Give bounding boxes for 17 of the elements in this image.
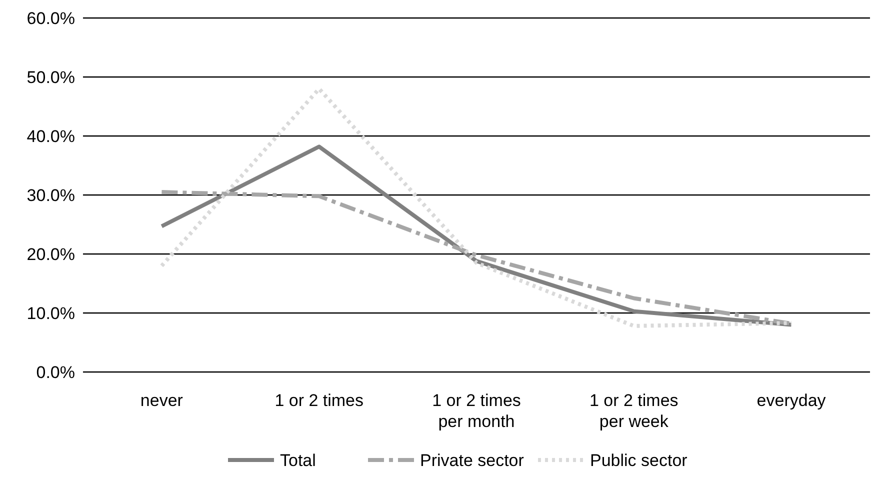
y-tick-label: 0.0% [36,362,75,382]
x-tick-label: everyday [756,391,826,410]
x-tick-label: never [140,391,184,410]
x-tick-label: 1 or 2 times [274,391,364,410]
y-tick-label: 20.0% [26,244,75,264]
legend-label: Private sector [420,451,524,470]
y-tick-label: 30.0% [26,186,75,205]
x-tick-label: 1 or 2 times per week [589,391,678,431]
y-tick-label: 10.0% [26,304,75,323]
line-series [160,144,794,327]
y-tick-label: 40.0% [26,126,75,146]
x-tick-label: 1 or 2 times per month [432,391,521,431]
legend-label: Public sector [590,451,688,470]
y-tick-label: 60.0% [26,8,75,28]
line-series [160,86,794,328]
y-tick-label: 50.0% [26,68,75,87]
legend-label: Total [280,451,316,470]
